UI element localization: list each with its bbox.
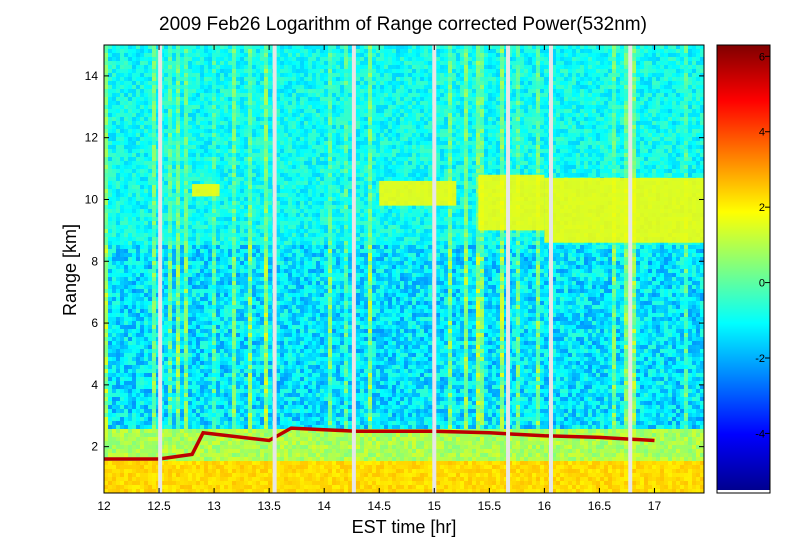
data-gap [432,45,436,493]
x-tick-label: 14 [318,499,332,513]
colorbar-tick-label: -4 [755,428,765,440]
x-tick-label: 12 [97,499,111,513]
data-gap [549,45,553,493]
y-tick-label: 6 [91,316,98,330]
x-axis-label: EST time [hr] [352,517,457,537]
heatmap-image [104,45,704,493]
colorbar-tick-label: 6 [759,51,765,63]
data-gap [352,45,356,493]
y-axis-label: Range [km] [60,224,80,316]
x-tick-label: 15.5 [478,499,502,513]
x-tick-label: 15 [428,499,442,513]
colorbar-tick-label: 2 [759,202,765,214]
x-tick-label: 12.5 [147,499,171,513]
y-tick-label: 12 [85,131,99,145]
colorbar-tick-label: 4 [759,127,765,139]
x-tick-label: 14.5 [368,499,392,513]
chart-title: 2009 Feb26 Logarithm of Range corrected … [159,14,647,35]
cloud-layer [478,175,544,231]
colorbar-gradient [717,45,770,490]
y-tick-label: 4 [91,378,98,392]
cloud-layer [544,178,704,243]
colorbar [717,45,770,493]
y-tick-label: 8 [91,254,98,268]
data-gap [273,45,277,493]
x-tick-label: 16 [538,499,552,513]
x-tick-label: 13.5 [257,499,281,513]
y-tick-label: 10 [85,192,99,206]
y-tick-label: 14 [85,69,99,83]
x-tick-label: 17 [648,499,662,513]
x-tick-label: 16.5 [588,499,612,513]
data-gap [158,45,162,493]
colorbar-tick-label: -2 [755,353,765,365]
colorbar-tick-label: 0 [759,278,765,290]
data-gap [506,45,510,493]
x-tick-label: 13 [207,499,221,513]
y-tick-label: 2 [91,440,98,454]
cloud-layer [379,181,456,206]
cloud-layer [192,184,220,196]
data-gap [628,45,632,493]
